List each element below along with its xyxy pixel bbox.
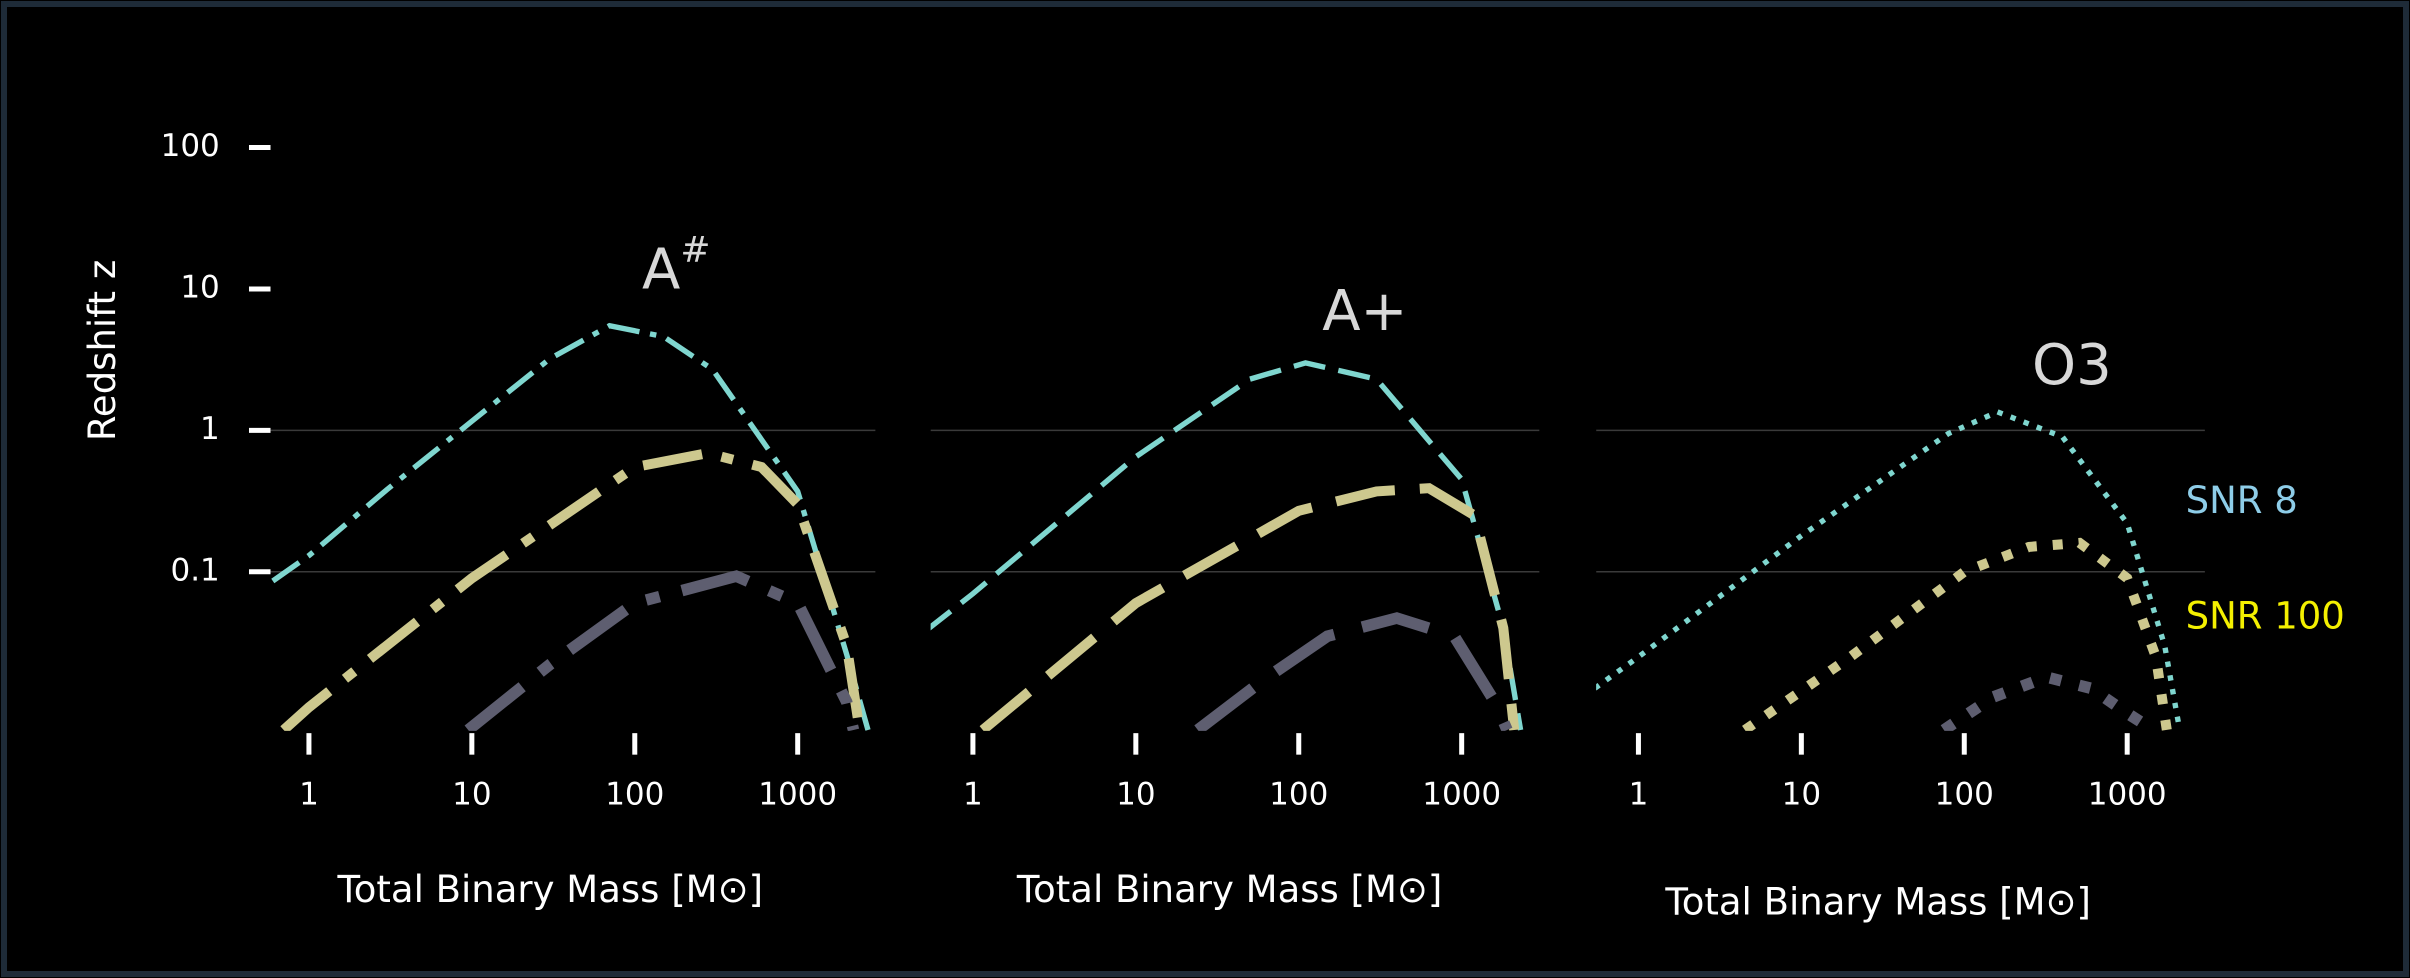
panel (930, 360, 1540, 731)
panel (266, 322, 876, 731)
x-tick-label: 100 (1269, 777, 1328, 813)
curve (1742, 537, 2172, 731)
x-axis-label: Total Binary Mass [M⊙] (336, 868, 763, 911)
x-tick-label: 1000 (758, 777, 837, 813)
x-tick-label: 1000 (2088, 777, 2167, 813)
panel-title-text: O3 (2032, 333, 2112, 398)
y-axis-label: Redshift z (81, 260, 124, 441)
legend-entry: SNR 8 (2186, 479, 2298, 522)
curve (930, 360, 1524, 731)
panel-title-text: A (642, 238, 680, 303)
panel-title: A# (642, 230, 710, 303)
y-tick-label: 1 (200, 411, 220, 447)
panel-title-superscript: # (680, 230, 710, 271)
panel (1596, 408, 2205, 731)
curve (271, 322, 871, 731)
y-tick-label: 100 (161, 128, 220, 164)
curve (464, 570, 860, 731)
panel-title: O3 (2032, 333, 2112, 398)
x-tick-label: 1 (299, 777, 319, 813)
panel-title: A+ (1322, 279, 1407, 344)
x-tick-label: 10 (1116, 777, 1155, 813)
curve (280, 447, 865, 731)
curve (1194, 612, 1513, 731)
x-tick-label: 1 (963, 777, 983, 813)
x-tick-label: 10 (452, 777, 491, 813)
curve (1940, 671, 2157, 731)
legend-entry: SNR 100 (2186, 594, 2345, 637)
x-tick-label: 100 (1935, 777, 1994, 813)
x-axis-label: Total Binary Mass [M⊙] (1016, 868, 1443, 911)
x-axis-label: Total Binary Mass [M⊙] (1664, 880, 2091, 923)
x-tick-label: 100 (605, 777, 664, 813)
panel-title-text: A+ (1322, 279, 1407, 344)
y-tick-label: 0.1 (170, 552, 219, 588)
x-tick-label: 1000 (1422, 777, 1501, 813)
x-tick-label: 10 (1782, 777, 1821, 813)
y-tick-label: 10 (180, 269, 219, 305)
x-tick-label: 1 (1629, 777, 1649, 813)
